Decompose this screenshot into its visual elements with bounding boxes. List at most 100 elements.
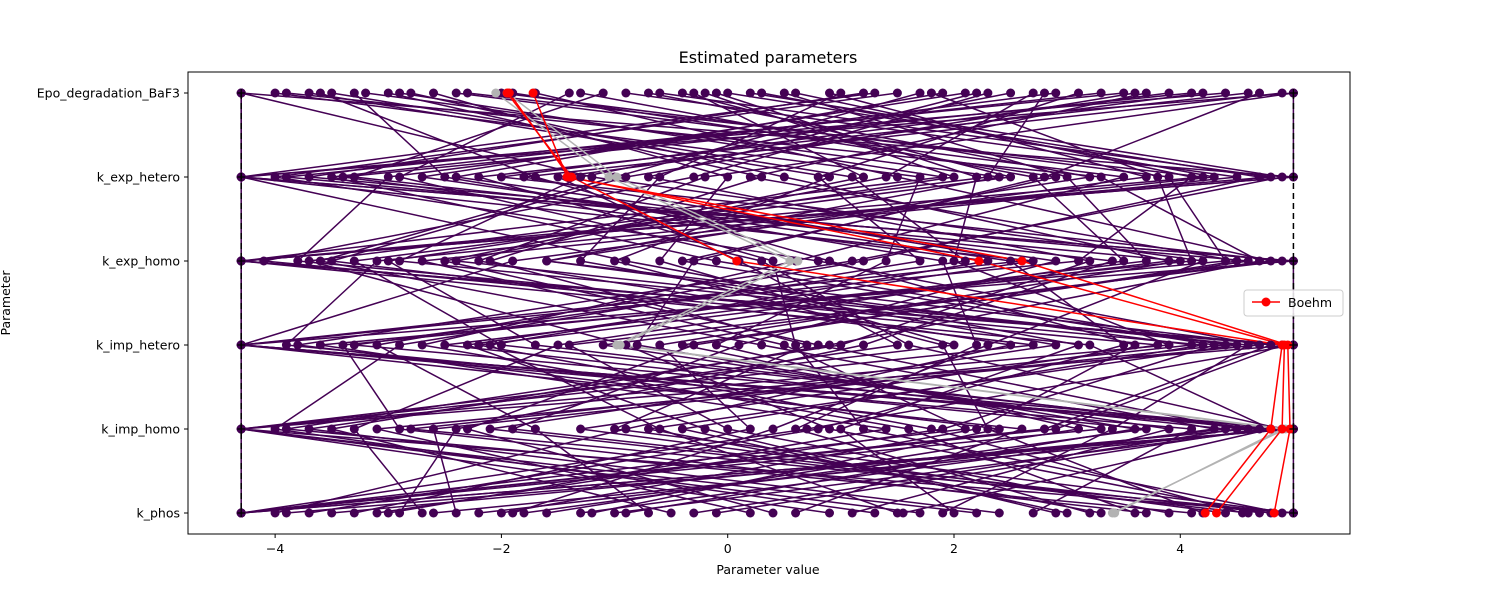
series-2-point-5 bbox=[1269, 508, 1279, 518]
series-43-point-3 bbox=[802, 340, 812, 350]
series-52-point-1 bbox=[825, 172, 834, 182]
series-67-point-0 bbox=[926, 88, 936, 98]
series-38-point-2 bbox=[576, 256, 586, 266]
series-23-point-4 bbox=[1051, 424, 1061, 434]
series-36-point-5 bbox=[1062, 508, 1072, 518]
series-4-point-5 bbox=[1110, 508, 1120, 518]
series-66-point-5 bbox=[689, 508, 699, 518]
series-24-point-5 bbox=[870, 508, 880, 518]
series-24-point-4 bbox=[270, 424, 280, 434]
series-14-point-1 bbox=[779, 172, 789, 182]
series-line-59 bbox=[241, 92, 1272, 514]
series-51-point-1 bbox=[281, 172, 291, 182]
series-31-point-0 bbox=[892, 88, 902, 98]
series-15-point-2 bbox=[327, 256, 337, 266]
series-line-50 bbox=[240, 92, 1170, 514]
series-53-point-5 bbox=[644, 508, 653, 518]
series-54-point-1 bbox=[576, 172, 586, 182]
series-59-point-4 bbox=[1040, 424, 1049, 434]
series-48-point-5 bbox=[1130, 508, 1140, 518]
series-36-point-2 bbox=[293, 256, 303, 266]
y-tick-label: k_exp_homo bbox=[102, 254, 180, 269]
series-15-point-3 bbox=[1028, 340, 1038, 350]
series-50-point-5 bbox=[972, 508, 982, 518]
series-44-point-0 bbox=[791, 88, 801, 98]
series-38-point-3 bbox=[1051, 340, 1061, 350]
series-42-point-4 bbox=[813, 424, 823, 434]
series-48-point-4 bbox=[904, 424, 914, 434]
series-20-point-4 bbox=[836, 424, 846, 434]
series-2-point-2 bbox=[1017, 256, 1027, 266]
series-56-point-4 bbox=[859, 424, 868, 434]
series-24-point-3 bbox=[395, 340, 405, 350]
series-50-point-1 bbox=[972, 172, 982, 182]
series-0-point-4 bbox=[1266, 424, 1276, 434]
series-26-point-2 bbox=[508, 256, 518, 266]
series-line-43 bbox=[388, 92, 1294, 514]
series-1-point-5 bbox=[1212, 508, 1221, 518]
series-53-point-3 bbox=[372, 340, 382, 350]
series-17-point-1 bbox=[395, 172, 405, 182]
series-43-point-0 bbox=[383, 88, 393, 98]
series-65-point-3 bbox=[485, 340, 495, 350]
series-49-point-5 bbox=[576, 508, 586, 518]
series-21-point-4 bbox=[1243, 424, 1253, 434]
series-56-point-1 bbox=[474, 172, 484, 182]
series-62-point-1 bbox=[1209, 172, 1219, 182]
series-21-point-3 bbox=[530, 340, 540, 350]
series-53-point-0 bbox=[723, 88, 733, 98]
series-47-point-4 bbox=[621, 424, 631, 434]
series-17-point-2 bbox=[757, 256, 767, 266]
series-36-point-3 bbox=[1198, 340, 1208, 350]
series-10-point-1 bbox=[1266, 172, 1276, 182]
series-51-point-0 bbox=[1119, 88, 1129, 98]
series-64-point-2 bbox=[677, 256, 687, 266]
series-17-point-5 bbox=[429, 508, 438, 518]
series-4-point-1 bbox=[604, 172, 614, 182]
series-line-4 bbox=[495, 92, 1283, 514]
series-line-67 bbox=[342, 92, 1193, 514]
series-line-12 bbox=[365, 92, 1294, 514]
series-14-point-0 bbox=[406, 88, 416, 98]
upper-bound-marker-3 bbox=[1289, 341, 1298, 349]
series-43-point-4 bbox=[610, 424, 620, 434]
series-0-point-5 bbox=[1200, 508, 1210, 518]
series-19-point-5 bbox=[666, 508, 676, 518]
series-42-point-5 bbox=[304, 508, 314, 518]
series-32-point-2 bbox=[417, 256, 427, 266]
series-17-point-0 bbox=[564, 88, 574, 98]
series-line-57 bbox=[240, 92, 1272, 514]
series-65-point-0 bbox=[1187, 88, 1197, 98]
series-21-point-1 bbox=[949, 172, 959, 182]
series-27-point-1 bbox=[349, 172, 359, 182]
series-13-point-1 bbox=[304, 172, 314, 182]
series-42-point-0 bbox=[960, 88, 970, 98]
series-45-point-3 bbox=[1221, 340, 1230, 350]
series-55-point-5 bbox=[417, 508, 427, 518]
series-19-point-0 bbox=[281, 88, 291, 98]
series-line-52 bbox=[308, 92, 1204, 514]
series-38-point-4 bbox=[485, 424, 495, 434]
series-35-point-2 bbox=[1141, 256, 1151, 266]
series-57-point-0 bbox=[395, 88, 405, 98]
series-51-point-2 bbox=[1175, 256, 1185, 266]
series-44-point-2 bbox=[1074, 256, 1083, 266]
series-2-point-0 bbox=[528, 88, 538, 98]
series-line-47 bbox=[274, 92, 1294, 514]
series-24-point-1 bbox=[813, 172, 823, 182]
series-57-point-1 bbox=[938, 172, 948, 182]
legend-marker-boehm bbox=[1261, 297, 1271, 307]
series-69-point-0 bbox=[1040, 88, 1049, 98]
series-line-56 bbox=[478, 92, 1283, 514]
series-2-point-3 bbox=[1283, 340, 1293, 350]
series-59-point-0 bbox=[644, 88, 653, 98]
series-line-53 bbox=[376, 92, 1261, 514]
series-35-point-5 bbox=[474, 508, 484, 518]
series-49-point-4 bbox=[1209, 424, 1219, 434]
series-27-point-0 bbox=[598, 88, 608, 98]
series-13-point-4 bbox=[1096, 424, 1106, 434]
series-line-64 bbox=[376, 92, 1215, 514]
series-51-point-3 bbox=[655, 340, 665, 350]
y-tick-label: k_phos bbox=[136, 506, 180, 521]
series-line-62 bbox=[285, 92, 1215, 514]
